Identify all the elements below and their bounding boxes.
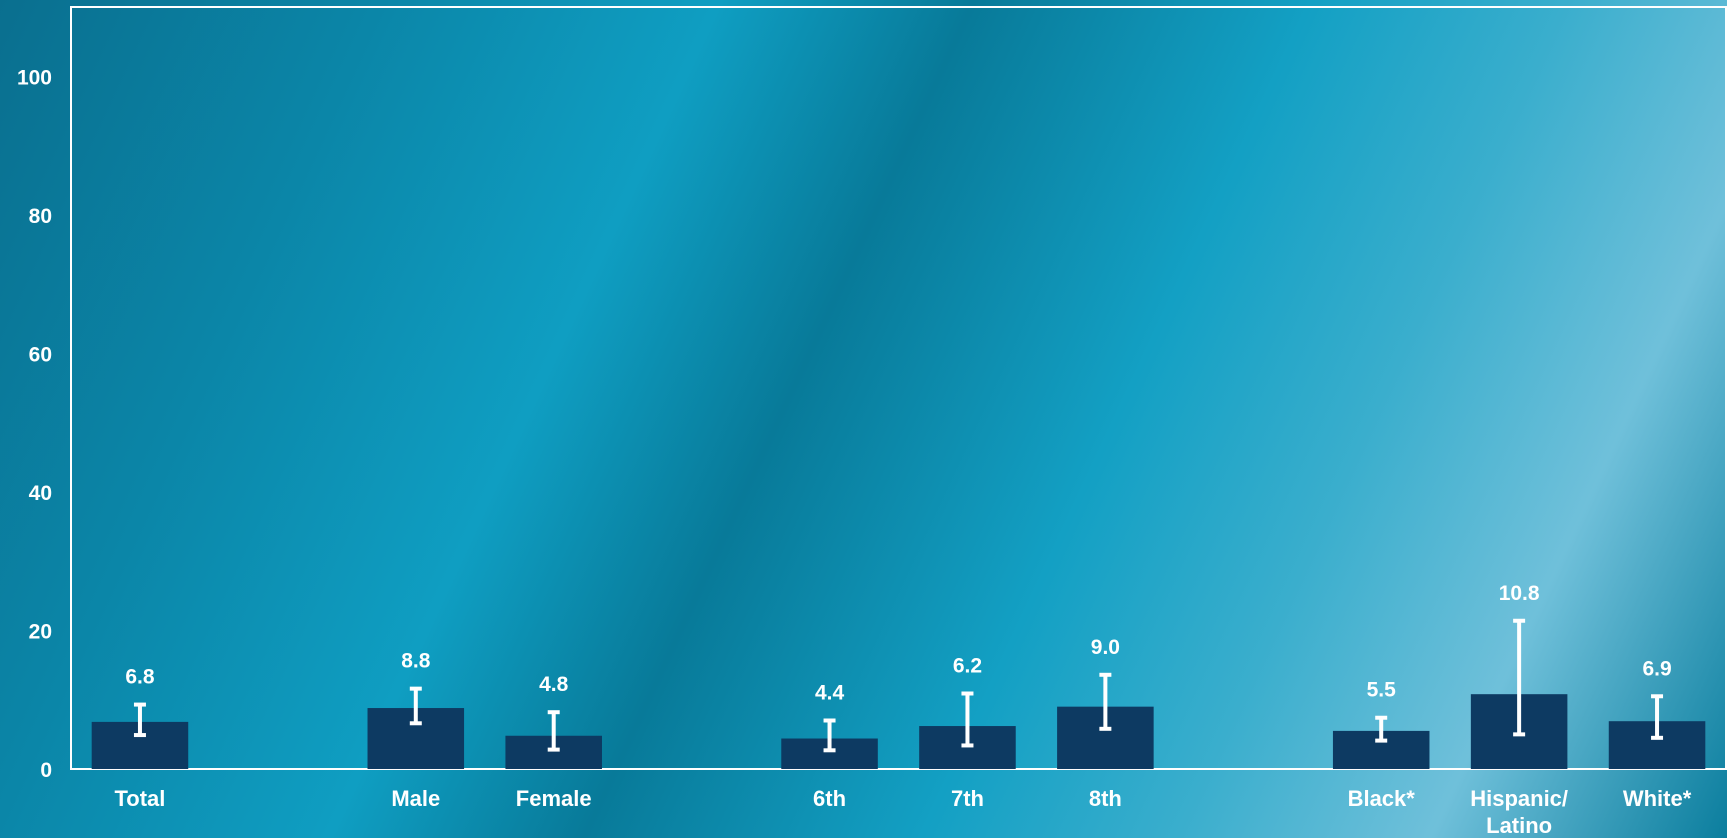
category-label: White*	[1623, 786, 1692, 811]
y-tick-label: 60	[29, 343, 52, 366]
category-label: 8th	[1089, 786, 1122, 811]
category-labels-layer: Total Male Female 6th 7th 8th Black* Hispanic/L…	[114, 786, 1691, 838]
error-bar	[547, 710, 560, 752]
value-label: 4.4	[815, 682, 845, 705]
value-label: 9.0	[1091, 636, 1120, 659]
value-label: 4.8	[539, 673, 569, 696]
error-bar	[1375, 715, 1388, 743]
error-bar	[823, 718, 836, 753]
y-tick-label: 40	[29, 482, 52, 505]
category-label: Total	[114, 786, 165, 811]
error-bar	[961, 691, 974, 748]
category-label: Male	[391, 786, 440, 811]
y-tick-label: 80	[29, 205, 52, 228]
value-label: 6.2	[953, 654, 982, 677]
error-bar	[1099, 672, 1112, 731]
value-label: 6.9	[1642, 657, 1671, 680]
value-label: 10.8	[1499, 582, 1540, 605]
bars-layer	[91, 694, 1706, 769]
y-tick-label: 100	[17, 66, 52, 89]
plot-area-frame	[70, 6, 1727, 770]
category-label: 7th	[951, 786, 984, 811]
y-axis: 0 20 40 60 80 100	[17, 66, 52, 782]
value-label: 5.5	[1367, 679, 1397, 702]
category-label: Female	[516, 786, 592, 811]
value-labels-layer: 6.8 8.8 4.8 4.4 6.2 9.0 5.5 10.8 6.9	[125, 582, 1671, 705]
error-bars-layer	[133, 618, 1664, 753]
error-bar	[133, 702, 146, 738]
category-label-line: Latino	[1486, 813, 1552, 838]
error-bar	[1651, 694, 1664, 740]
error-bar	[409, 686, 422, 726]
category-label-line: Hispanic/	[1470, 786, 1568, 811]
value-label: 8.8	[401, 650, 431, 673]
category-label: 6th	[813, 786, 846, 811]
error-bar	[1513, 618, 1526, 737]
y-tick-label: 0	[40, 759, 52, 782]
y-tick-label: 20	[29, 620, 52, 643]
value-label: 6.8	[125, 666, 155, 689]
category-label: Black*	[1348, 786, 1416, 811]
category-label: Hispanic/Latino	[1470, 786, 1568, 838]
